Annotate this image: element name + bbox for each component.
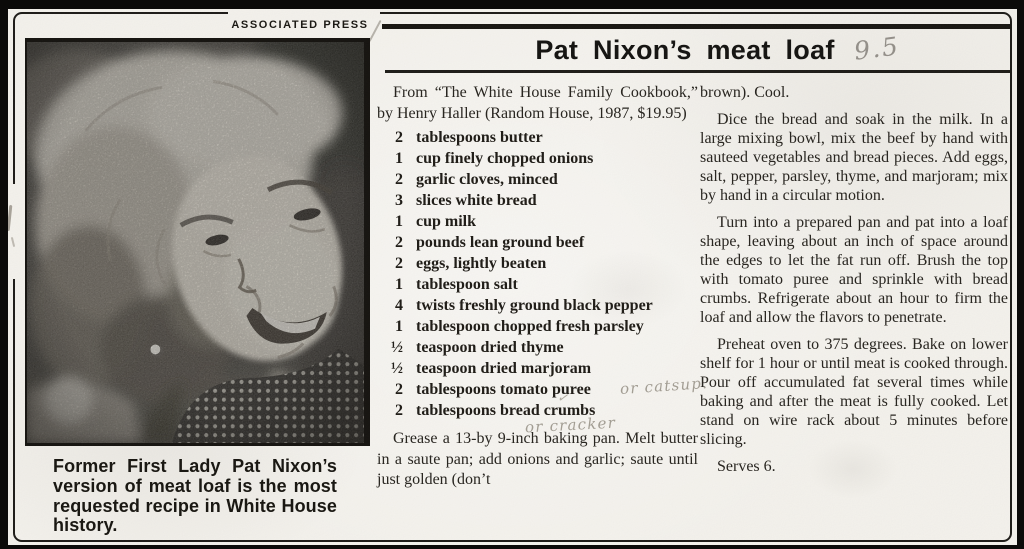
ingredient-row: 1 cup finely chopped onions [377, 148, 698, 169]
ingredient-name: twists freshly ground black pep­per [416, 297, 653, 314]
news-credit: ASSOCIATED PRESS [231, 19, 369, 31]
ingredient-row: 2 eggs, lightly beaten [377, 253, 698, 274]
ingredient-quantity: 1 [395, 276, 403, 293]
source-line: From “The White House Family Cookbook,” … [377, 84, 698, 122]
instruction-paragraph: brown). Cool. [700, 84, 790, 101]
ingredient-row: 2 garlic cloves, minced [377, 169, 698, 190]
ingredient-quantity: 4 [395, 297, 403, 314]
ingredient-quantity: 2 [395, 129, 403, 146]
ingredient-name: tablespoons butter [416, 129, 543, 146]
ingredient-row: 2 tablespoons bread crumbs or cracker ✓ [377, 390, 698, 436]
ingredient-quantity: 2 [395, 234, 403, 251]
ingredient-quantity: 2 [395, 402, 403, 419]
newspaper-clipping: ASSOCIATED PRESS Pat Nixon’s meat loaf 9… [8, 9, 1017, 545]
ingredient-name: tablespoon chopped fresh parsley [416, 318, 644, 335]
ingredient-row: 2 tablespoons butter [377, 127, 698, 148]
ingredient-name: slices white bread [416, 192, 537, 209]
ingredient-row: 2 tablespoons tomato puree or catsup. [377, 374, 709, 400]
ingredient-row: ½ teaspoon dried marjoram [377, 358, 698, 379]
ingredient-row: 1 cup milk [377, 211, 698, 232]
ingredient-quantity: 1 [395, 318, 403, 335]
ingredient-row: 2 pounds lean ground beef [377, 232, 698, 253]
ingredient-name: cup finely chopped onions [416, 150, 594, 167]
ingredient-quantity: ½ [391, 360, 403, 377]
ingredient-row: 4 twists freshly ground black pep­per [377, 295, 698, 316]
instruction-paragraphs: brown). Cool. Dice the bread and soak in … [700, 83, 1008, 449]
instruction-paragraph: Preheat oven to 375 degrees. Bake on low… [700, 336, 1008, 448]
portrait-illustration [27, 42, 364, 443]
serves-line: Serves 6. [717, 458, 776, 475]
ingredient-row: 3 slices white bread [377, 190, 698, 211]
ingredient-name: cup milk [416, 213, 477, 230]
ingredient-quantity: 2 [395, 381, 403, 398]
instructions-start: Grease a 13-by 9-inch baking pan. Melt b… [377, 430, 698, 488]
ingredient-list: 2 tablespoons butter 1 cup finely choppe… [377, 127, 709, 436]
ingredient-name: tablespoon salt [416, 276, 518, 293]
ingredient-name: teaspoon dried thyme [416, 339, 564, 356]
pat-nixon-photo [25, 38, 370, 446]
photo-caption: Former First Lady Pat Nixon’s version of… [53, 456, 337, 536]
handwritten-rating: 9.5 [852, 31, 902, 66]
ingredient-quantity: 3 [395, 192, 403, 209]
ingredient-quantity: 2 [395, 171, 403, 188]
ingredient-name: eggs, lightly beaten [416, 255, 547, 272]
instruction-paragraph: Turn into a prepared pan and pat into a … [700, 214, 1008, 326]
ingredient-row: 1 tablespoon salt [377, 274, 698, 295]
headline-rule-bottom [385, 70, 1011, 73]
ingredient-quantity: ½ [391, 339, 403, 356]
headline-rule-top [382, 24, 1011, 29]
instruction-paragraph: Dice the bread and soak in the milk. In … [700, 111, 1008, 204]
recipe-column-1: From “The White House Family Cookbook,” … [377, 83, 709, 491]
border-gap [228, 9, 380, 18]
border-fade [11, 184, 18, 279]
ingredient-quantity: 1 [395, 150, 403, 167]
ingredient-quantity: 1 [395, 213, 403, 230]
ingredient-name: garlic cloves, minced [416, 171, 558, 188]
recipe-column-2: brown). Cool. Dice the bread and soak in … [700, 83, 1008, 476]
ingredient-name: pounds lean ground beef [416, 234, 585, 251]
ingredient-row: 1 tablespoon chopped fresh parsley [377, 316, 698, 337]
ingredient-row: ½ teaspoon dried thyme [377, 337, 698, 358]
ingredient-quantity: 2 [395, 255, 403, 272]
